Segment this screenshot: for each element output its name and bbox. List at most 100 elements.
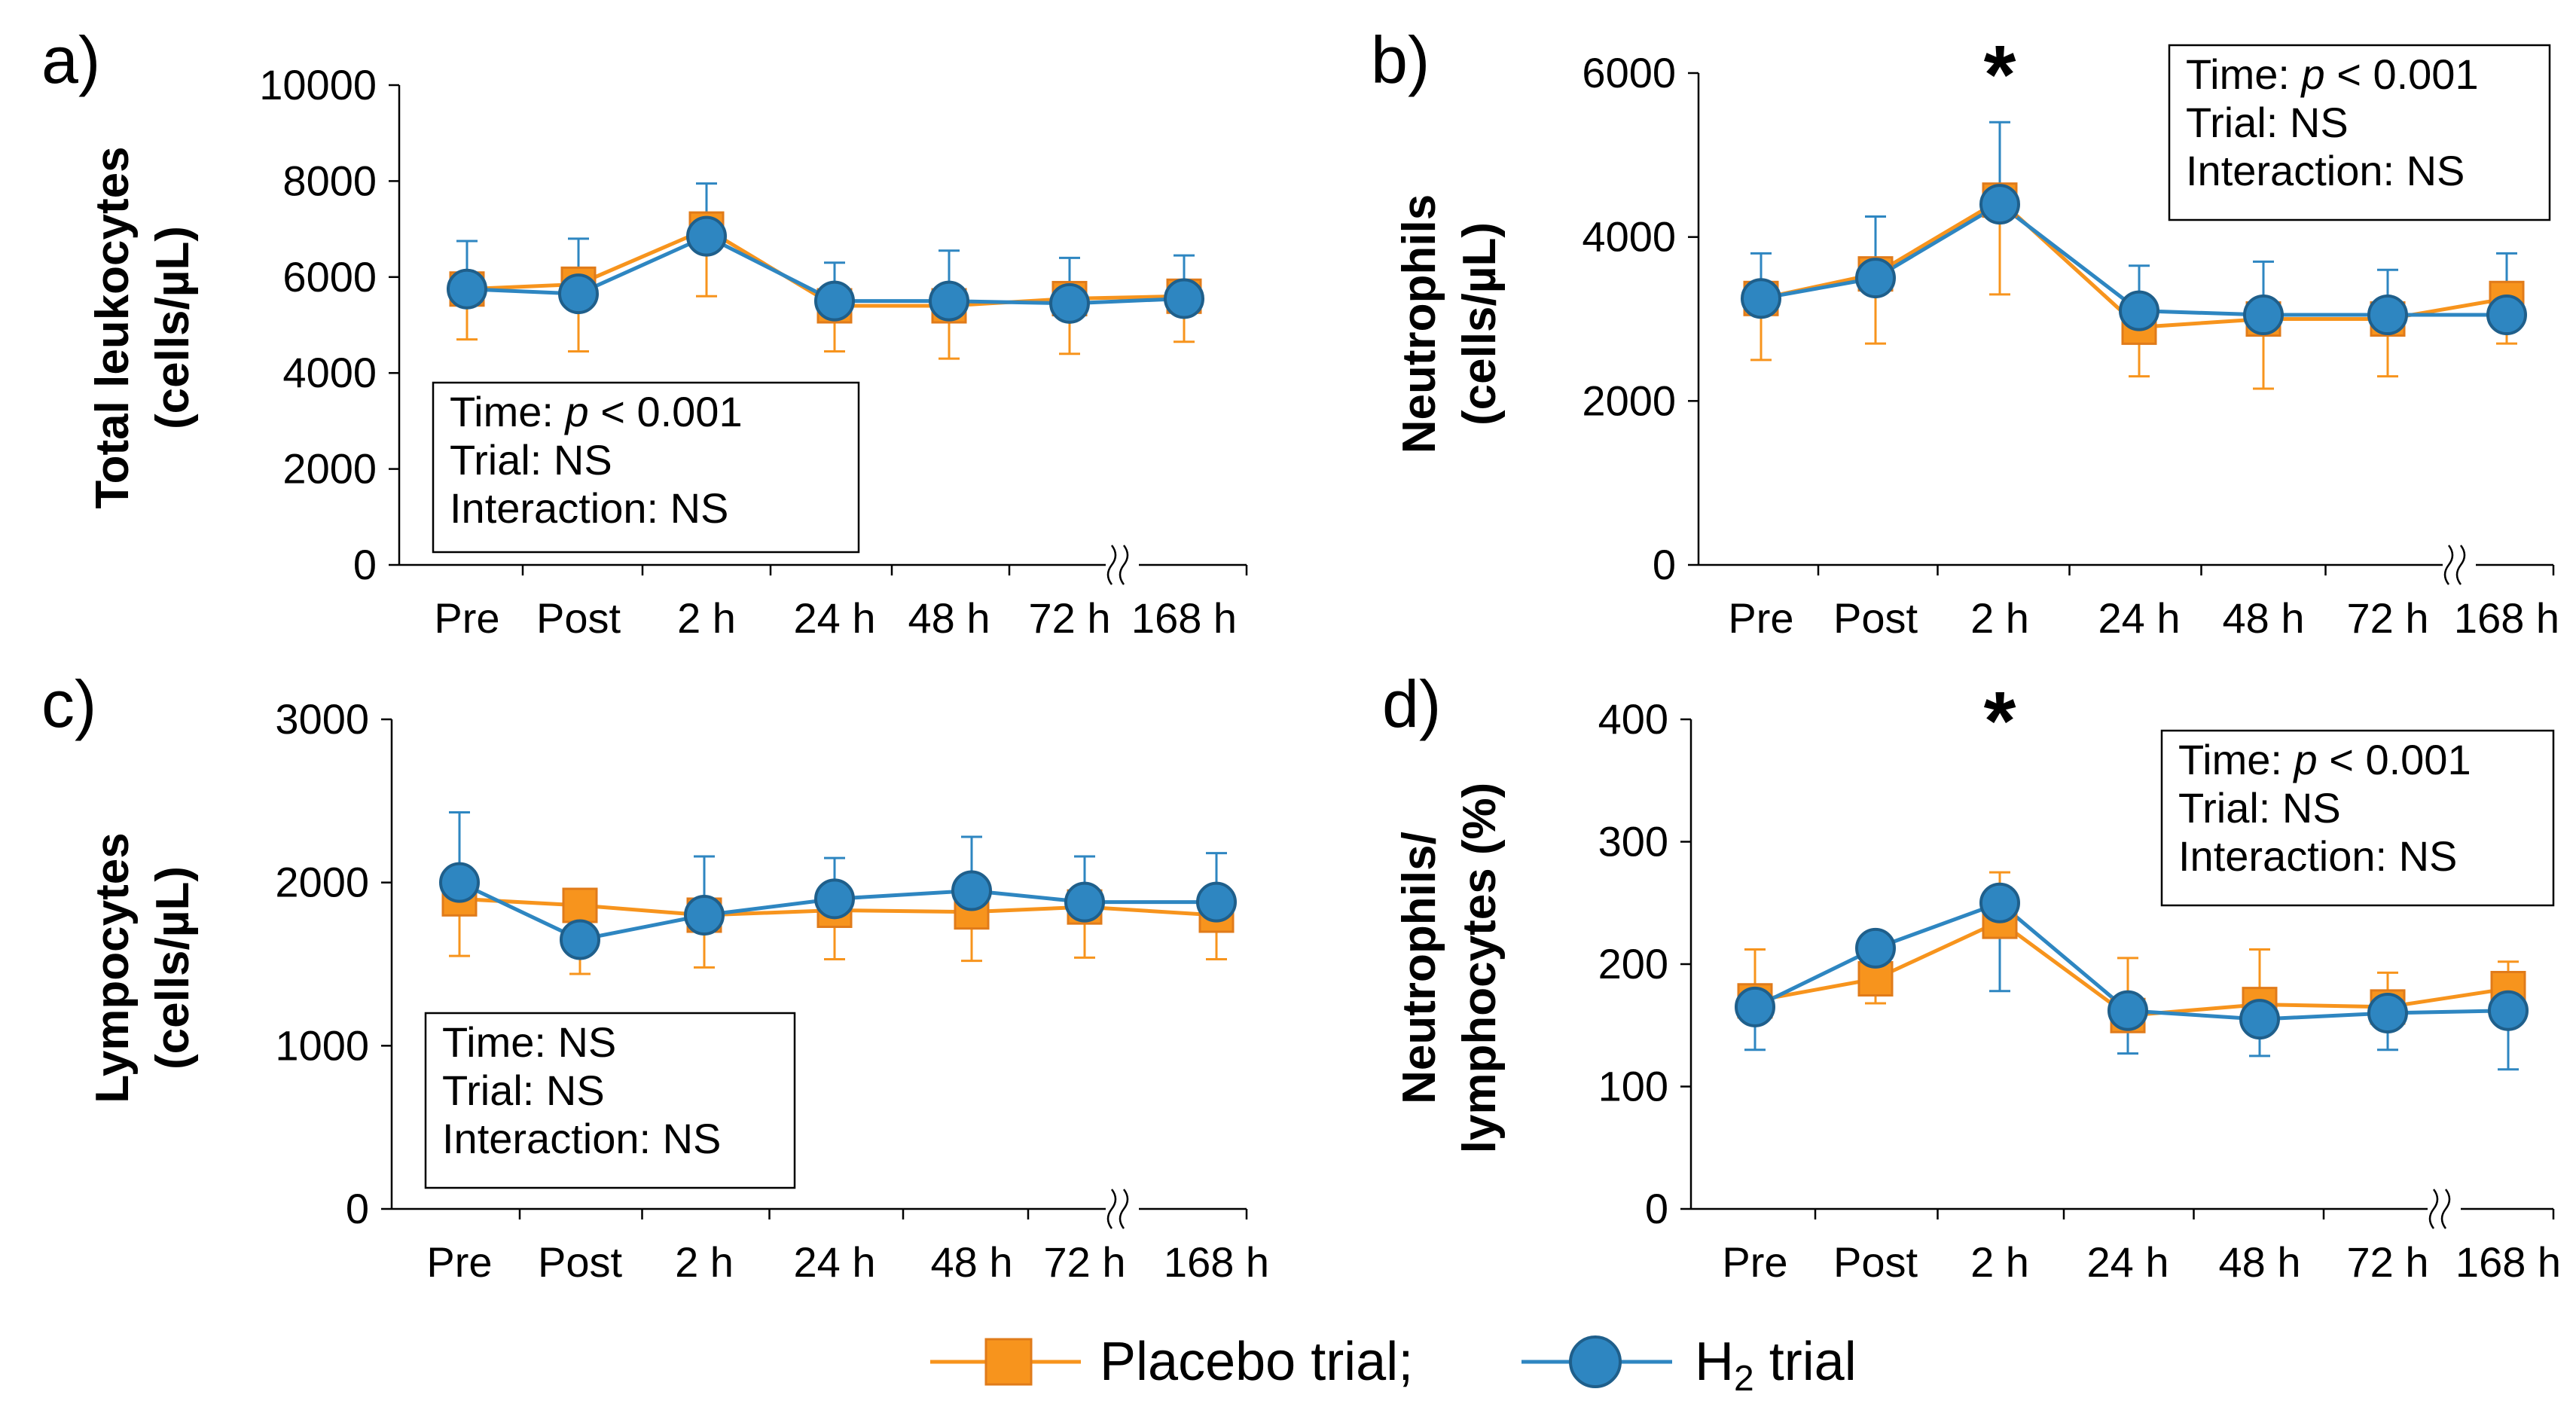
- stats-line-time: Time: NS: [442, 1018, 616, 1066]
- placebo-point: [562, 887, 598, 923]
- h2-point: [560, 919, 600, 960]
- legend-h2-marker: [1569, 1335, 1622, 1388]
- y-axis-label: (cells/µL): [147, 866, 199, 1070]
- x-tick-label: 168 h: [2454, 594, 2559, 642]
- stats-box: [2160, 729, 2555, 907]
- h2-point: [2367, 993, 2408, 1033]
- x-tick-label: Pre: [434, 594, 499, 642]
- y-tick-label: 400: [1598, 695, 1668, 743]
- panel-label: d): [1382, 667, 1441, 741]
- x-tick-label: 24 h: [2098, 594, 2181, 642]
- y-axis-label: Neutrophils/: [1393, 832, 1445, 1104]
- y-tick-label: 300: [1598, 818, 1668, 865]
- legend-placebo-label: Placebo trial;: [1100, 1332, 1413, 1392]
- x-tick-label: 2 h: [677, 594, 736, 642]
- y-tick-label: 200: [1598, 940, 1668, 987]
- x-tick-label: 72 h: [1029, 594, 1111, 642]
- stats-line-trial: Trial: NS: [2178, 784, 2341, 832]
- y-tick-label: 0: [1645, 1185, 1668, 1232]
- panel-a: a) Total leukocytes (cells/µL) 0 2000 4000 600…: [41, 23, 1248, 642]
- y-tick-label: 6000: [1582, 49, 1676, 96]
- y-tick-label: 0: [353, 541, 377, 588]
- h2-point: [929, 280, 969, 322]
- x-tick-label: 168 h: [1164, 1238, 1269, 1286]
- y-axis-label: (cells/µL): [147, 226, 199, 429]
- y-tick-label: 1000: [275, 1021, 369, 1069]
- y-axis-label: Neutrophils: [1393, 194, 1445, 453]
- stats-line-interaction: Interaction: NS: [450, 484, 728, 532]
- h2-point: [684, 895, 725, 936]
- x-tick-label: 48 h: [908, 594, 990, 642]
- axis-break-mark: [2428, 1189, 2439, 1229]
- y-axis-label: Lympocytes: [87, 832, 139, 1103]
- significance-asterisk: *: [1984, 675, 2016, 768]
- y-tick-label: 4000: [282, 349, 377, 396]
- h2-point: [2107, 990, 2148, 1031]
- x-tick-label: Post: [536, 594, 621, 642]
- stats-line-interaction: Interaction: NS: [2186, 147, 2465, 194]
- y-tick-label: 100: [1598, 1063, 1668, 1110]
- h2-point: [1979, 184, 2020, 225]
- x-tick-label: Post: [1833, 594, 1918, 642]
- h2-point: [558, 273, 599, 315]
- h2-point: [1979, 882, 2020, 923]
- x-tick-label: Pre: [1728, 594, 1793, 642]
- h2-point: [1735, 986, 1775, 1027]
- stats-line-interaction: Interaction: NS: [2178, 832, 2457, 880]
- stats-line-trial: Trial: NS: [450, 436, 612, 484]
- h2-point: [2119, 290, 2159, 331]
- x-tick-label: 72 h: [1044, 1238, 1126, 1286]
- h2-point: [1164, 278, 1204, 319]
- stats-line-interaction: Interaction: NS: [442, 1115, 721, 1162]
- h2-point: [814, 280, 855, 322]
- h2-point: [2239, 999, 2280, 1040]
- h2-point: [2367, 295, 2408, 336]
- h2-point: [1064, 881, 1105, 923]
- h2-point: [1196, 881, 1237, 923]
- axis-break-mark: [1119, 545, 1129, 585]
- h2-point: [447, 268, 487, 310]
- axis-break-mark: [2440, 1189, 2451, 1229]
- x-tick-label: 48 h: [931, 1238, 1013, 1286]
- x-tick-label: 24 h: [794, 1238, 876, 1286]
- x-tick-label: 168 h: [1131, 594, 1237, 642]
- axis-break-mark: [1119, 1189, 1129, 1229]
- y-axis-label: Total leukocytes: [87, 146, 139, 508]
- stats-line-time: Time: p < 0.001: [2178, 736, 2471, 783]
- legend: Placebo trial; H2 trial: [930, 1332, 1857, 1399]
- x-tick-label: Pre: [426, 1238, 492, 1286]
- h2-point: [2488, 990, 2529, 1031]
- stats-box: [2168, 44, 2551, 221]
- y-tick-label: 2000: [275, 859, 369, 906]
- x-tick-label: Post: [1833, 1238, 1918, 1286]
- h2-point: [2486, 295, 2527, 336]
- stats-line-trial: Trial: NS: [2186, 99, 2349, 146]
- h2-point: [1049, 282, 1090, 324]
- panel-b: b) Neutrophils (cells/µL) 0 2000 4000 6000 Pre P…: [1371, 23, 2559, 642]
- x-tick-label: 48 h: [2219, 1238, 2301, 1286]
- stats-line-time: Time: p < 0.001: [2186, 50, 2479, 98]
- panel-label: a): [41, 23, 100, 97]
- h2-point: [1741, 278, 1781, 319]
- x-tick-label: Pre: [1722, 1238, 1787, 1286]
- x-tick-label: 24 h: [2087, 1238, 2169, 1286]
- h2-point: [1855, 927, 1896, 969]
- x-tick-label: 2 h: [1970, 1238, 2029, 1286]
- axis-break-mark: [1106, 1189, 1117, 1229]
- panel-d: d) Neutrophils/lymphocytes (%) 0 100 200 300 4…: [1382, 667, 2561, 1286]
- axis-break-mark: [2455, 545, 2466, 585]
- h2-point: [1855, 258, 1896, 299]
- x-tick-label: 24 h: [794, 594, 876, 642]
- h2-point: [814, 878, 855, 920]
- stats-box: [432, 381, 860, 554]
- y-tick-label: 3000: [275, 695, 369, 743]
- panel-c: c) Lympocytes (cells/µL) 0 1000 2000 3000 Pre Po…: [41, 667, 1269, 1286]
- y-tick-label: 2000: [282, 445, 377, 493]
- h2-point: [2243, 295, 2284, 336]
- x-tick-label: 168 h: [2455, 1238, 2561, 1286]
- y-axis-label: (cells/µL): [1454, 222, 1506, 426]
- legend-h2-label: H2 trial: [1695, 1332, 1857, 1399]
- stats-line-trial: Trial: NS: [442, 1067, 605, 1114]
- significance-asterisk: *: [1984, 29, 2016, 121]
